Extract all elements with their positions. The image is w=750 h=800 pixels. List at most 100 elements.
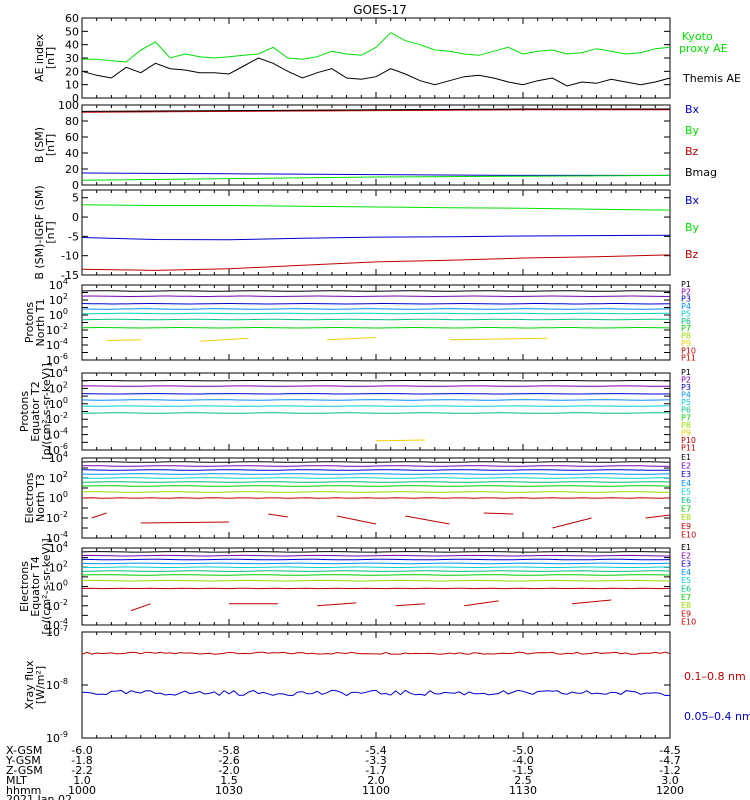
channel-3 <box>81 558 671 561</box>
legend-by: By <box>685 221 700 234</box>
sparse-channel <box>464 600 499 607</box>
channel-4 <box>81 399 671 401</box>
y-tick-label: 104 <box>49 277 68 292</box>
ephemeris-label: 2021 Jan 02 <box>6 793 72 800</box>
ephemeris-value: 1000 <box>68 784 96 797</box>
y-tick-exp: -6 <box>60 352 68 361</box>
channel-5 <box>82 566 670 568</box>
sparse-channel <box>140 521 230 524</box>
y-axis-title: Equator T2 <box>29 381 42 441</box>
ephemeris-value: 2.5 <box>514 774 532 787</box>
ephemeris-value: 1130 <box>509 784 537 797</box>
sparse-channel <box>645 514 671 519</box>
y-tick-exp: 4 <box>63 277 68 286</box>
legend-p2: P2 <box>681 287 691 296</box>
ephemeris-value: -5.8 <box>218 744 239 757</box>
sparse-channel <box>405 515 450 525</box>
legend-p9: P9 <box>681 339 691 348</box>
series-bz <box>81 254 671 271</box>
y-axis-title: Protons <box>23 302 36 343</box>
channel-7 <box>81 326 671 329</box>
legend-e4: E4 <box>681 568 691 577</box>
sparse-channel <box>106 339 141 341</box>
ephemeris-value: -2.0 <box>218 764 239 777</box>
channel-6 <box>81 412 671 414</box>
series-bx <box>81 172 670 176</box>
legend-p10: P10 <box>681 346 696 355</box>
panel-5-frame <box>81 372 671 451</box>
ephemeris-value: 1200 <box>656 784 684 797</box>
sparse-channel <box>395 603 426 607</box>
legend-kyoto-line2: proxy AE <box>679 42 728 55</box>
y-axis-title: Equator T4 <box>29 556 42 616</box>
y-tick-exp: 0 <box>63 307 68 316</box>
y-axis-title: North T1 <box>34 299 47 347</box>
y-tick-label: 20 <box>65 163 79 176</box>
channel-5 <box>81 477 671 479</box>
y-axis-title: [nT] <box>44 47 57 69</box>
sparse-channel <box>483 512 514 515</box>
legend-e10: E10 <box>681 618 696 627</box>
legend-p4: P4 <box>681 302 691 311</box>
channel-3 <box>81 469 671 471</box>
channel-2 <box>81 295 671 298</box>
y-tick-label: -10 <box>61 250 79 263</box>
y-tick-exp: 4 <box>63 365 68 374</box>
y-tick-exp: -2 <box>60 510 68 519</box>
sparse-channel <box>449 337 548 341</box>
y-tick-exp: -7 <box>60 624 68 633</box>
legend-e5: E5 <box>681 487 691 496</box>
ephemeris-value: -4.0 <box>512 754 533 767</box>
y-tick-label: 50 <box>65 25 79 38</box>
y-axis-title: B (SM)-IGRF (SM) <box>33 185 46 279</box>
legend-bmag: Bmag <box>685 166 717 179</box>
ephemeris-value: -6.0 <box>71 744 92 757</box>
channel-7 <box>81 485 671 487</box>
y-axis-title: [nT] <box>44 221 57 243</box>
y-tick-exp: -8 <box>60 677 68 686</box>
series-bz <box>81 109 670 113</box>
ephemeris-value: -4.5 <box>659 744 680 757</box>
y-axis-title: [W/m²] <box>34 666 47 704</box>
ephemeris-value: -3.3 <box>365 754 386 767</box>
legend-e3: E3 <box>681 470 691 479</box>
ephemeris-value: -5.4 <box>365 744 386 757</box>
legend-e9: E9 <box>681 609 691 618</box>
series-bmag <box>81 108 670 112</box>
y-tick-label: 0 <box>72 211 79 224</box>
ephemeris-value: -1.7 <box>365 764 386 777</box>
y-tick-label: 10-4 <box>46 337 68 352</box>
y-tick-exp: 2 <box>63 292 68 301</box>
legend-e4: E4 <box>681 479 691 488</box>
channel-8 <box>81 491 671 493</box>
y-tick-exp: 0 <box>63 396 68 405</box>
legend-e2: E2 <box>681 551 691 560</box>
legend-bz: Bz <box>685 248 699 261</box>
series-xray-1 <box>81 689 671 697</box>
legend-p11: P11 <box>681 354 696 363</box>
sparse-channel <box>375 439 426 442</box>
ephemeris-value: -4.7 <box>659 754 680 767</box>
ephemeris-value: -1.2 <box>659 764 680 777</box>
sparse-channel <box>317 602 357 607</box>
legend-kyoto-line1: Kyoto <box>682 30 713 43</box>
legend-p8: P8 <box>681 332 691 341</box>
series-xray-0 <box>81 651 671 655</box>
series-by <box>81 204 671 211</box>
y-tick-label: 100 <box>49 307 68 322</box>
legend-themis: Themis AE <box>682 72 741 85</box>
legend-e8: E8 <box>681 513 691 522</box>
channel-6 <box>81 570 671 572</box>
y-tick-exp: -2 <box>60 322 68 331</box>
y-tick-exp: 2 <box>63 470 68 479</box>
y-tick-label: 10-8 <box>46 677 68 692</box>
y-tick-label: -5 <box>68 230 79 243</box>
ephemeris-label: Z-GSM <box>6 764 43 777</box>
sparse-channel <box>326 337 377 341</box>
legend-p6: P6 <box>681 317 691 326</box>
legend-p1: P1 <box>681 368 691 377</box>
y-axis-title: Electrons <box>18 561 31 612</box>
y-axis-title: Electrons <box>23 472 36 523</box>
legend-e3: E3 <box>681 560 691 569</box>
sparse-channel <box>268 513 288 518</box>
